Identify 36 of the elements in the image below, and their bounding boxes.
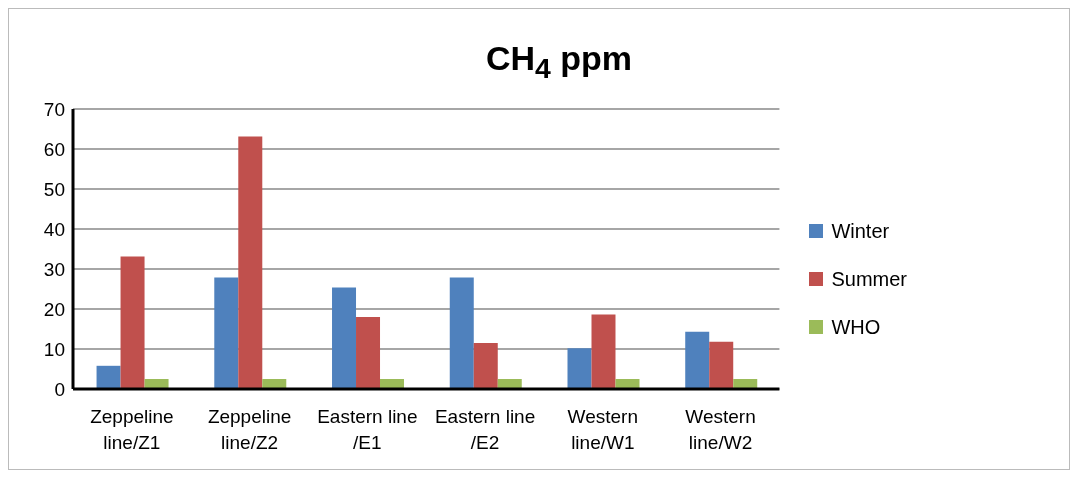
bar bbox=[238, 136, 263, 389]
bar bbox=[473, 343, 498, 389]
x-tick-label: Eastern line /E2 bbox=[434, 406, 536, 453]
bar bbox=[615, 379, 640, 389]
bar bbox=[144, 379, 169, 389]
y-tick-label: 60 bbox=[43, 138, 65, 160]
bar bbox=[332, 287, 357, 389]
bar bbox=[380, 379, 405, 389]
bar bbox=[685, 331, 710, 389]
bar bbox=[733, 379, 758, 389]
bar bbox=[497, 379, 522, 389]
chart-title: CH$_{4}$ ppm bbox=[484, 38, 634, 86]
bar bbox=[262, 379, 287, 389]
bar bbox=[709, 341, 734, 389]
x-tick-label: Western line/W1 bbox=[567, 406, 639, 453]
y-tick-label: 30 bbox=[43, 258, 65, 280]
bar bbox=[96, 365, 121, 389]
legend-label: Winter bbox=[831, 219, 890, 243]
bar bbox=[214, 277, 239, 389]
y-tick-label: 50 bbox=[43, 178, 65, 200]
bar bbox=[449, 277, 474, 389]
x-tick-label: Western line/W2 bbox=[685, 406, 756, 453]
bar bbox=[567, 348, 592, 389]
x-tick-label: Zeppeline line/Z2 bbox=[207, 406, 292, 453]
x-tick-label: Zeppeline line/Z1 bbox=[90, 406, 174, 453]
y-tick-label: 0 bbox=[54, 378, 65, 400]
legend-label: Summer bbox=[831, 267, 907, 291]
bar bbox=[120, 256, 145, 389]
y-tick-label: 40 bbox=[43, 218, 65, 240]
x-tick-label: Eastern line /E1 bbox=[317, 406, 418, 453]
y-tick-label: 10 bbox=[43, 338, 65, 360]
bar bbox=[591, 314, 616, 389]
legend-label: WHO bbox=[831, 315, 881, 339]
bar bbox=[356, 317, 381, 389]
y-tick-label: 70 bbox=[43, 98, 65, 120]
y-tick-label: 20 bbox=[43, 298, 65, 320]
